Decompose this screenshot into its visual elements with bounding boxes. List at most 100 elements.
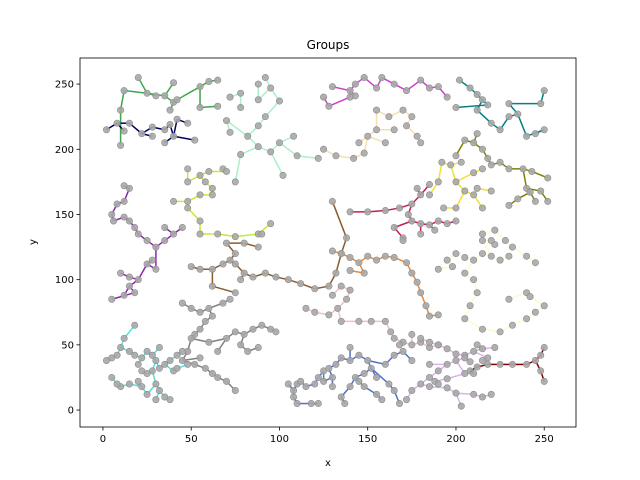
- group-6-point-7: [496, 158, 504, 166]
- group-19-point-34: [134, 377, 142, 385]
- group-5-point-2: [466, 84, 474, 92]
- group-15-point-10: [452, 357, 460, 365]
- group-19-point-29: [138, 383, 146, 391]
- group-19-point-27: [152, 396, 160, 404]
- group-0-point-4: [143, 89, 151, 97]
- group-18-point-20: [223, 334, 231, 342]
- x-tick-label-5: 250: [535, 434, 554, 445]
- group-10-point-8: [131, 224, 139, 232]
- group-18-point-21: [231, 328, 239, 336]
- group-1-point-3: [138, 130, 146, 138]
- group-2-edge-16: [234, 154, 242, 183]
- y-axis-label: y: [28, 239, 39, 245]
- group-14-point-11: [381, 317, 389, 325]
- group-12-point-4: [364, 252, 372, 260]
- group-12-point-1: [337, 250, 345, 258]
- group-18-point-0: [178, 299, 186, 307]
- group-12-point-10: [413, 278, 421, 286]
- group-18-point-12: [178, 357, 186, 365]
- group-6-point-13: [537, 187, 545, 195]
- group-11-point-20: [343, 234, 351, 242]
- group-13-point-2: [452, 250, 460, 258]
- group-2-edge-12: [297, 155, 319, 160]
- group-15-point-31: [425, 360, 433, 368]
- group-0-edge-2: [124, 89, 148, 94]
- group-8-point-6: [413, 184, 421, 192]
- group-14-point-5: [346, 286, 354, 294]
- group-17-point-12: [337, 354, 345, 362]
- group-0-edge-8: [176, 86, 201, 101]
- group-19-point-19: [178, 347, 186, 355]
- group-8-point-3: [395, 204, 403, 212]
- group-9-point-8: [196, 191, 204, 199]
- points-layer: [102, 74, 552, 410]
- group-16-point-1: [473, 363, 481, 371]
- group-11-point-18: [332, 269, 340, 277]
- group-4-point-8: [399, 106, 407, 114]
- group-11-point-12: [261, 269, 269, 277]
- group-11-point-13: [272, 273, 280, 281]
- group-15-point-0: [417, 334, 425, 342]
- group-15-point-15: [408, 386, 416, 394]
- group-17-point-33: [328, 383, 336, 391]
- group-2-point-5: [267, 84, 275, 92]
- group-17-point-1: [290, 386, 298, 394]
- group-15-point-6: [470, 347, 478, 355]
- group-19-point-21: [173, 364, 181, 372]
- group-17-point-21: [341, 400, 349, 408]
- group-18-point-5: [226, 295, 234, 303]
- group-15-point-26: [443, 375, 451, 383]
- group-16-point-5: [523, 360, 531, 368]
- group-5-edge-0: [455, 104, 488, 109]
- group-0-point-5: [161, 92, 169, 100]
- group-13-point-21: [478, 325, 486, 333]
- group-6-point-3: [473, 130, 481, 138]
- group-3-point-11: [417, 76, 425, 84]
- group-5-point-3: [473, 91, 481, 99]
- group-3-point-2: [328, 83, 336, 91]
- group-19-point-8: [138, 354, 146, 362]
- y-tick-label-5: 250: [55, 80, 74, 91]
- group-17-point-34: [290, 393, 298, 401]
- group-5-point-15: [505, 100, 513, 108]
- group-11-point-16: [311, 285, 319, 293]
- group-14-point-0: [302, 304, 310, 312]
- group-18-point-1: [187, 304, 195, 312]
- group-12-point-3: [355, 259, 363, 267]
- group-5-point-9: [514, 110, 522, 118]
- group-13-point-28: [505, 295, 513, 303]
- group-10-point-6: [120, 213, 128, 221]
- group-14-point-2: [325, 311, 333, 319]
- group-10-point-11: [152, 243, 160, 251]
- group-4-point-0: [320, 145, 328, 153]
- group-17-point-5: [311, 380, 319, 388]
- plot-frame: [79, 57, 577, 428]
- group-18-point-19: [205, 338, 213, 346]
- group-14-point-3: [334, 304, 342, 312]
- group-16-point-2: [484, 360, 492, 368]
- x-axis-label: x: [325, 458, 331, 469]
- group-15-point-13: [425, 373, 433, 381]
- group-10-point-13: [170, 230, 178, 238]
- group-3-edge-1: [328, 96, 351, 107]
- group-9-point-7: [208, 191, 216, 199]
- group-6-point-10: [528, 167, 536, 175]
- x-tick-label-2: 100: [270, 434, 289, 445]
- group-3-point-10: [403, 87, 411, 95]
- group-4-point-4: [364, 132, 372, 140]
- group-6-point-17: [526, 188, 534, 196]
- group-9-edge-16: [235, 233, 259, 238]
- group-3-point-14: [443, 93, 451, 101]
- group-9-point-13: [196, 230, 204, 238]
- group-10-point-20: [125, 273, 133, 281]
- group-8-point-10: [417, 220, 425, 228]
- group-4-point-1: [332, 152, 340, 160]
- group-1-point-10: [191, 136, 199, 144]
- group-2-point-20: [226, 128, 234, 136]
- group-2-point-15: [290, 132, 298, 140]
- group-17-point-9: [328, 373, 336, 381]
- group-10-point-18: [148, 256, 156, 264]
- group-13-point-4: [470, 256, 478, 264]
- group-0-point-13: [214, 102, 222, 110]
- group-9-point-0: [184, 165, 192, 173]
